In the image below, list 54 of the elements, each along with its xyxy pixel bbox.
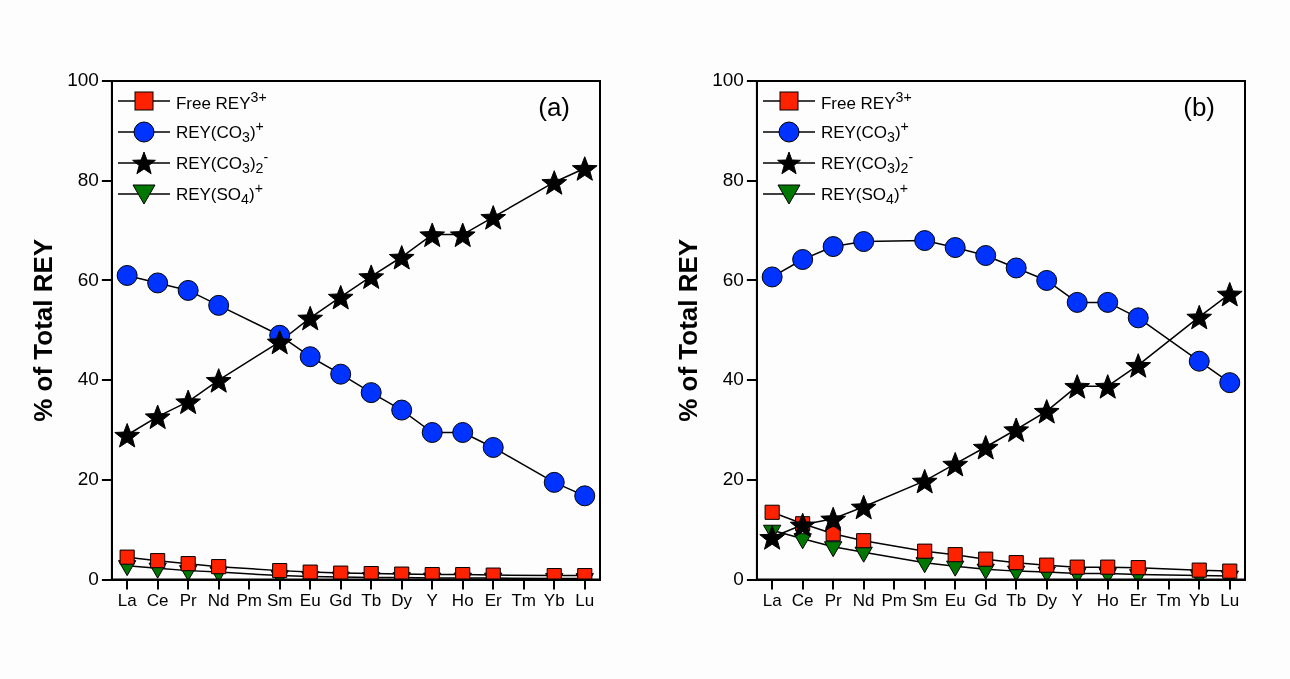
x-tick-label: Eu	[299, 591, 321, 611]
y-tick-label: 20	[722, 468, 744, 490]
y-axis-title: % of Total REY	[27, 238, 58, 422]
x-tick-label: Tb	[361, 591, 382, 611]
x-tick-label: Lu	[1220, 591, 1240, 611]
x-tick-label: Ce	[146, 591, 169, 611]
x-tick-label: Pr	[179, 591, 198, 611]
x-tick-label: Pr	[824, 591, 843, 611]
x-tick-label: Pm	[881, 591, 907, 611]
y-tick-label: 80	[77, 168, 99, 190]
x-tick-label: Tm	[1156, 591, 1182, 611]
legend-label: REY(CO$_{3}$)$^{+}$	[820, 117, 909, 145]
legend-label: REY(SO$_{4}$)$^{+}$	[175, 179, 263, 207]
x-tick-label: Ce	[791, 591, 814, 611]
x-tick-label: Sm	[911, 591, 938, 611]
y-tick-label: 0	[88, 567, 99, 589]
x-tick-label: La	[762, 591, 783, 611]
x-tick-label: Dy	[391, 591, 413, 611]
x-tick-label: Yb	[1188, 591, 1210, 611]
x-tick-label: Pm	[236, 591, 262, 611]
x-tick-label: Ho	[1096, 591, 1119, 611]
x-tick-label: Dy	[1036, 591, 1058, 611]
x-tick-label: Tm	[511, 591, 537, 611]
legend-label: Free REY$^{3+}$	[175, 88, 267, 113]
x-tick-label: Eu	[944, 591, 966, 611]
y-tick-label: 20	[77, 468, 99, 490]
text: (b)	[1183, 92, 1215, 123]
y-axis-title: % of Total REY	[672, 238, 703, 422]
x-tick-label: Y	[426, 591, 438, 611]
y-tick-label: 40	[722, 368, 744, 390]
text: (a)	[538, 92, 570, 123]
x-tick-label: Tb	[1006, 591, 1027, 611]
y-tick-label: 100	[67, 69, 99, 91]
x-tick-label: Y	[1071, 591, 1083, 611]
x-tick-label: Nd	[207, 591, 230, 611]
x-tick-label: Er	[1129, 591, 1148, 611]
x-tick-label: La	[117, 591, 138, 611]
y-tick-label: 100	[712, 69, 744, 91]
legend-label: Free REY$^{3+}$	[820, 88, 912, 113]
x-tick-label: Gd	[974, 591, 998, 611]
y-tick-label: 60	[722, 268, 744, 290]
x-tick-label: Gd	[329, 591, 353, 611]
y-tick-label: 80	[722, 168, 744, 190]
legend-label: REY(CO$_{3}$)$^{+}$	[175, 117, 264, 145]
x-tick-label: Ho	[451, 591, 474, 611]
x-tick-label: Sm	[266, 591, 293, 611]
x-tick-label: Er	[484, 591, 503, 611]
y-tick-label: 0	[733, 567, 744, 589]
x-tick-label: Yb	[543, 591, 565, 611]
y-tick-label: 60	[77, 268, 99, 290]
x-tick-label: Nd	[852, 591, 875, 611]
y-tick-label: 40	[77, 368, 99, 390]
legend-label: REY(SO$_{4}$)$^{+}$	[820, 179, 908, 207]
x-tick-label: Lu	[575, 591, 595, 611]
